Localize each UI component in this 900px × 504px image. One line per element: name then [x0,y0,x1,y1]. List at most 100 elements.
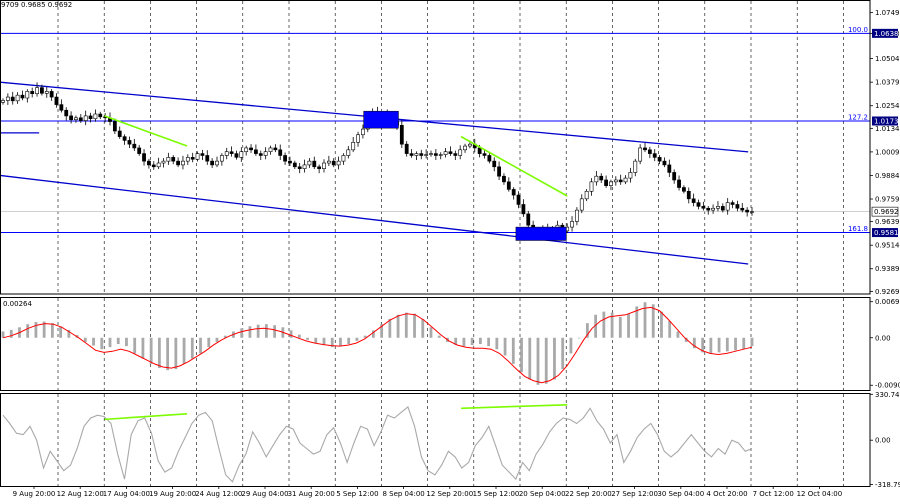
candle-body [653,154,656,158]
candle-body [157,163,160,167]
histogram-bar [619,317,622,338]
candle-body [259,154,262,156]
candle-body [279,150,282,156]
y-tick-label: 0.9639 [875,218,900,226]
histogram-bar [207,338,210,347]
candle-body [269,148,272,152]
histogram-bar [537,338,540,385]
candle-body [493,161,496,167]
candle-body [497,167,500,176]
histogram-bar [183,338,186,364]
candle-body [624,178,627,182]
candle-body [434,154,437,156]
candle-body [162,161,165,163]
histogram-bar [257,325,260,338]
histogram-bar [545,338,548,384]
candle-body [454,154,457,156]
histogram-bar [561,338,564,369]
candle-body [721,206,724,210]
candle-body [176,161,179,165]
y-tick-label: 1.0749 [875,9,900,17]
divergence-line [104,414,187,420]
histogram-bar [125,338,128,346]
candle-body [128,140,131,144]
candle-body [575,210,578,221]
candle-body [274,148,277,150]
candle-body [118,131,121,137]
histogram-bar [2,331,5,337]
histogram-bar [158,338,161,368]
candle-body [619,180,622,182]
candle-body [629,172,632,178]
price-badge-label: 1.0638 [874,30,899,38]
candle-body [570,221,573,227]
candle-body [668,165,671,173]
cci-y-tick-label: 330.7482 [875,391,900,399]
candle-body [288,161,291,163]
histogram-bar [240,328,243,337]
candle-body [468,144,471,146]
candle-body [741,208,744,210]
candle-body [736,204,739,208]
candle-body [45,91,48,93]
histogram-bar [471,338,474,345]
candle-body [191,157,194,159]
histogram-bar [26,324,29,338]
candle-body [123,137,126,141]
candle-body [512,189,515,195]
candle-body [298,167,301,169]
histogram-bar [174,338,177,369]
candle-body [99,114,102,117]
candle-body [600,176,603,180]
y-tick-label: 1.0379 [875,79,900,87]
osc-y-tick-label: 0.00 [875,334,891,342]
candle-body [1,100,4,102]
candle-body [580,199,583,210]
x-tick-label: 29 Aug 04:00 [241,490,288,498]
histogram-bar [570,338,573,354]
histogram-bar [347,338,350,344]
candle-body [303,165,306,169]
histogram-bar [92,338,95,346]
x-tick-label: 9 Aug 20:00 [13,490,56,498]
candle-body [245,148,248,152]
histogram-bar [405,313,408,338]
histogram-bar [51,323,54,338]
candle-body [595,176,598,182]
histogram-bar [660,312,663,338]
candle-body [181,161,184,165]
candle-body [308,161,311,165]
histogram-bar [742,338,745,349]
candle-body [463,146,466,150]
histogram-bar [668,321,671,338]
candle-body [634,161,637,172]
candle-body [746,210,749,212]
candle-body [133,144,136,148]
candle-body [415,154,418,156]
candle-body [444,152,447,155]
candle-body [517,195,520,204]
x-tick-label: 8 Sep 04:00 [382,490,424,498]
candle-body [69,116,72,120]
candle-body [50,91,53,97]
candle-body [293,163,296,167]
x-tick-label: 12 Oct 04:00 [797,490,843,498]
candle-body [35,88,38,94]
candle-body [196,154,199,160]
histogram-bar [298,335,301,338]
histogram-bar [553,338,556,380]
candle-body [322,163,325,169]
candle-body [240,152,243,158]
candle-body [6,97,9,100]
histogram-bar [142,338,145,359]
histogram-bar [306,338,309,340]
highlight-zone [364,111,399,128]
candle-body [89,116,92,119]
histogram-bar [249,326,252,337]
cci-y-tick-label: 0.00 [875,437,891,445]
histogram-bar [356,338,359,341]
candle-body [420,154,423,156]
histogram-bar [718,338,721,353]
histogram-bar [216,338,219,342]
